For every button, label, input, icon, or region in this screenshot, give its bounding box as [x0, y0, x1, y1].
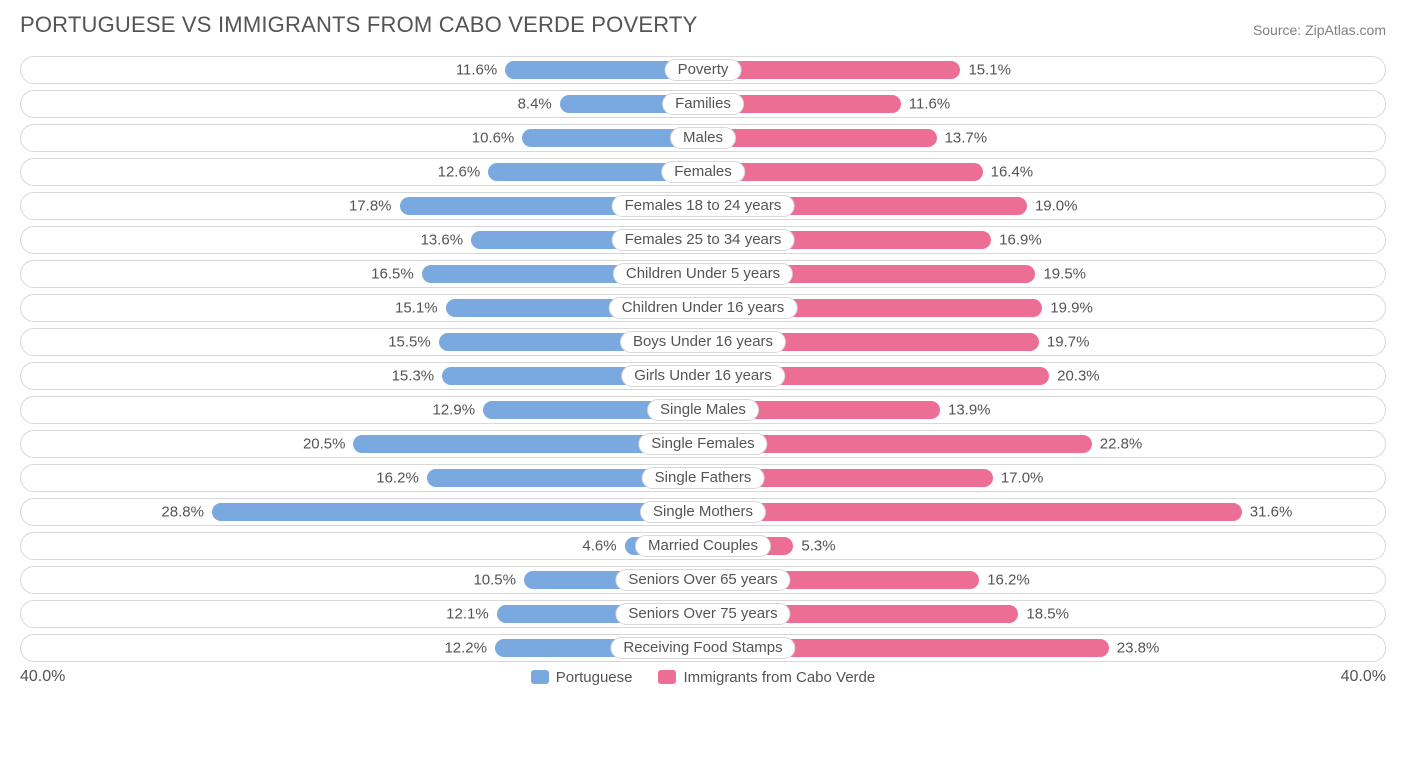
row-label: Females 18 to 24 years [612, 195, 795, 217]
value-right: 17.0% [1001, 470, 1044, 487]
value-right: 20.3% [1057, 368, 1100, 385]
value-left: 8.4% [518, 96, 552, 113]
row-label: Females 25 to 34 years [612, 229, 795, 251]
chart-row: 12.9% 13.9% Single Males [20, 396, 1386, 424]
value-right: 16.9% [999, 232, 1042, 249]
chart-row: 28.8% 31.6% Single Mothers [20, 498, 1386, 526]
value-right: 19.9% [1050, 300, 1093, 317]
row-label: Males [670, 127, 736, 149]
row-label: Single Fathers [642, 467, 765, 489]
axis-max-left: 40.0% [20, 668, 65, 686]
chart-row: 16.5% 19.5% Children Under 5 years [20, 260, 1386, 288]
bar-left [212, 503, 703, 521]
value-left: 12.2% [444, 640, 487, 657]
value-right: 23.8% [1117, 640, 1160, 657]
legend-label-right: Immigrants from Cabo Verde [683, 669, 875, 686]
value-left: 17.8% [349, 198, 392, 215]
value-right: 16.2% [987, 572, 1030, 589]
row-label: Families [662, 93, 744, 115]
chart-row: 8.4% 11.6% Families [20, 90, 1386, 118]
diverging-bar-chart: 11.6%15.1%Poverty8.4%11.6%Families10.6%1… [20, 56, 1386, 662]
legend-item-left: Portuguese [531, 669, 633, 686]
chart-title: PORTUGUESE VS IMMIGRANTS FROM CABO VERDE… [20, 12, 697, 38]
bar-right [703, 61, 960, 79]
row-label: Seniors Over 75 years [615, 603, 790, 625]
row-label: Poverty [665, 59, 742, 81]
legend-swatch-left [531, 670, 549, 684]
value-left: 16.5% [371, 266, 414, 283]
value-left: 28.8% [161, 504, 204, 521]
chart-row: 12.6% 16.4% Females [20, 158, 1386, 186]
value-left: 4.6% [582, 538, 616, 555]
chart-row: 12.2% 23.8% Receiving Food Stamps [20, 634, 1386, 662]
legend-label-left: Portuguese [556, 669, 633, 686]
value-right: 13.7% [945, 130, 988, 147]
value-left: 15.5% [388, 334, 431, 351]
row-label: Boys Under 16 years [620, 331, 786, 353]
value-left: 10.6% [472, 130, 515, 147]
row-label: Single Females [638, 433, 767, 455]
value-left: 16.2% [376, 470, 419, 487]
chart-row: 12.1% 18.5% Seniors Over 75 years [20, 600, 1386, 628]
legend: Portuguese Immigrants from Cabo Verde [531, 669, 875, 686]
value-left: 12.6% [438, 164, 481, 181]
value-right: 18.5% [1026, 606, 1069, 623]
chart-row: 10.5% 16.2% Seniors Over 65 years [20, 566, 1386, 594]
chart-row: 15.1% 19.9% Children Under 16 years [20, 294, 1386, 322]
legend-swatch-right [658, 670, 676, 684]
row-label: Single Mothers [640, 501, 766, 523]
value-left: 15.1% [395, 300, 438, 317]
chart-row: 16.2% 17.0% Single Fathers [20, 464, 1386, 492]
chart-row: 13.6% 16.9% Females 25 to 34 years [20, 226, 1386, 254]
row-label: Females [661, 161, 745, 183]
value-left: 20.5% [303, 436, 346, 453]
value-right: 13.9% [948, 402, 991, 419]
value-left: 11.6% [456, 62, 497, 79]
value-right: 31.6% [1250, 504, 1293, 521]
chart-row: 20.5% 22.8% Single Females [20, 430, 1386, 458]
value-left: 12.1% [446, 606, 489, 623]
row-label: Girls Under 16 years [621, 365, 785, 387]
value-left: 13.6% [421, 232, 464, 249]
chart-row: 15.5% 19.7% Boys Under 16 years [20, 328, 1386, 356]
row-label: Receiving Food Stamps [610, 637, 795, 659]
value-right: 22.8% [1100, 436, 1143, 453]
value-right: 16.4% [991, 164, 1034, 181]
chart-row: 15.3% 20.3% Girls Under 16 years [20, 362, 1386, 390]
chart-row: 11.6% 15.1% Poverty [20, 56, 1386, 84]
value-right: 15.1% [968, 62, 1011, 79]
value-left: 12.9% [433, 402, 476, 419]
row-label: Single Males [647, 399, 759, 421]
row-label: Children Under 5 years [613, 263, 793, 285]
value-left: 15.3% [392, 368, 435, 385]
chart-row: 4.6% 5.3% Married Couples [20, 532, 1386, 560]
row-label: Children Under 16 years [609, 297, 798, 319]
value-right: 19.7% [1047, 334, 1090, 351]
legend-item-right: Immigrants from Cabo Verde [658, 669, 875, 686]
chart-source: Source: ZipAtlas.com [1253, 22, 1386, 38]
bar-right [703, 129, 937, 147]
chart-row: 17.8% 19.0% Females 18 to 24 years [20, 192, 1386, 220]
bar-right [703, 503, 1242, 521]
row-label: Seniors Over 65 years [615, 569, 790, 591]
value-right: 19.0% [1035, 198, 1078, 215]
value-right: 19.5% [1043, 266, 1086, 283]
chart-row: 10.6% 13.7% Males [20, 124, 1386, 152]
row-label: Married Couples [635, 535, 771, 557]
bar-right [703, 163, 983, 181]
value-left: 10.5% [473, 572, 516, 589]
axis-max-right: 40.0% [1341, 668, 1386, 686]
value-right: 5.3% [801, 538, 835, 555]
value-right: 11.6% [909, 96, 950, 113]
